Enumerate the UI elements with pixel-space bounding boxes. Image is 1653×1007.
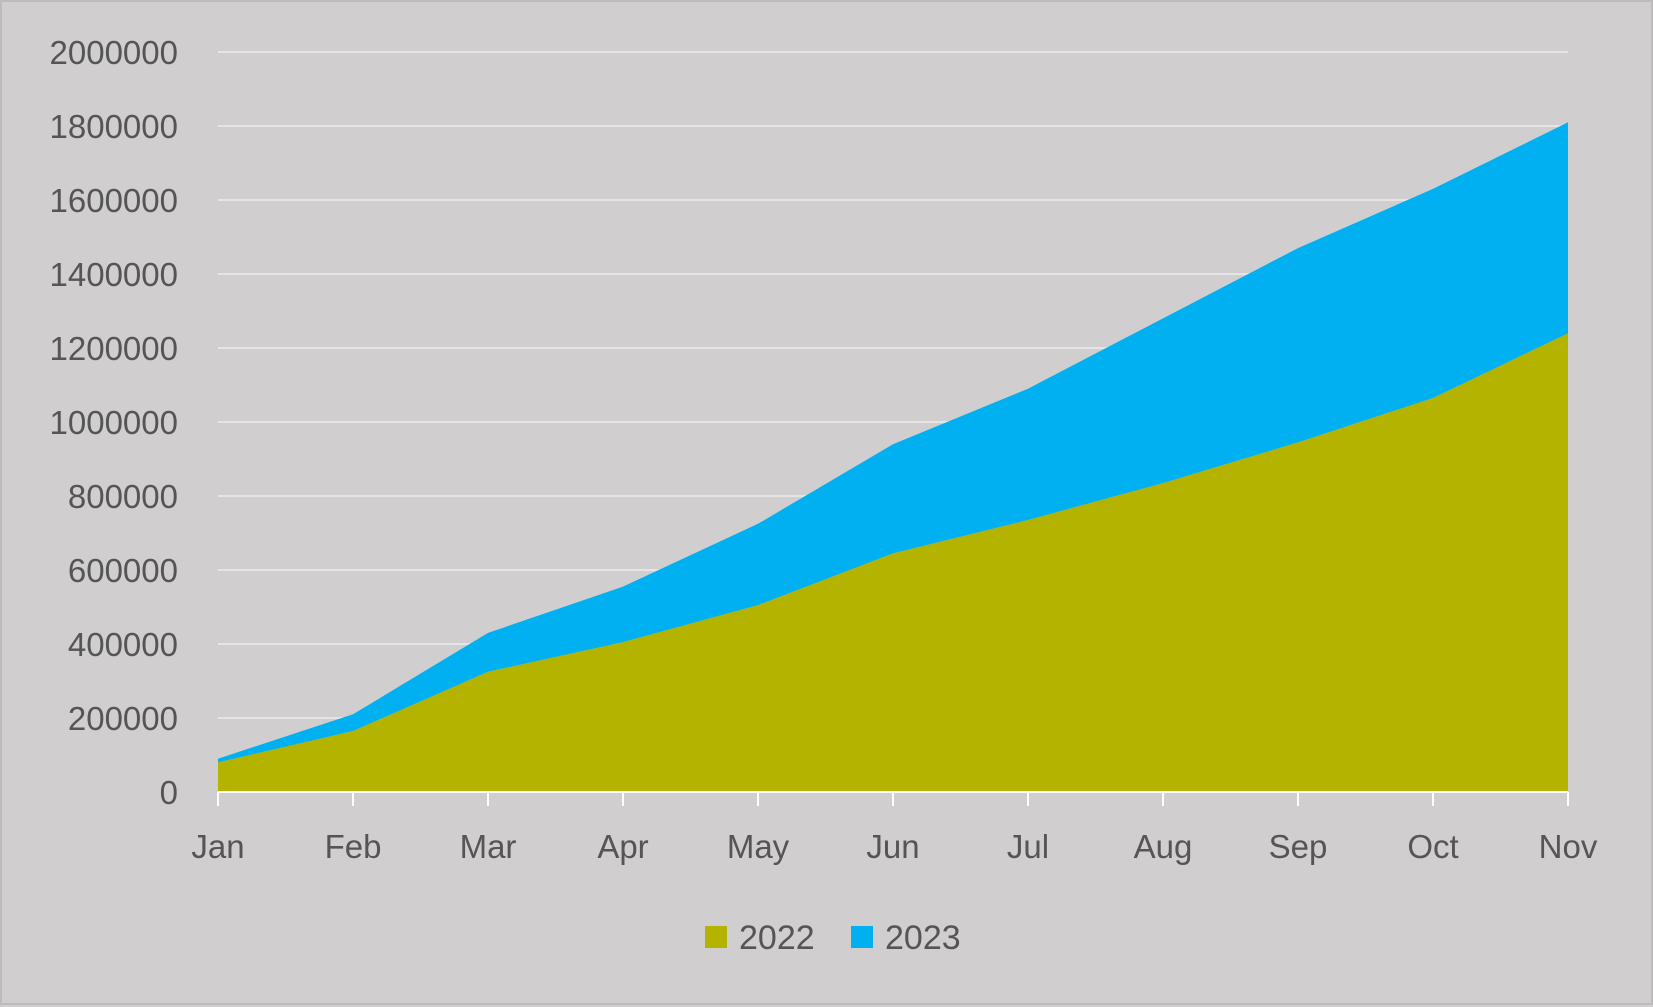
x-tick-label-Jul: Jul: [1007, 828, 1049, 865]
y-tick-label-1800000: 1800000: [50, 108, 178, 145]
y-tick-label-600000: 600000: [68, 552, 178, 589]
y-tick-label-200000: 200000: [68, 700, 178, 737]
x-axis: [217, 791, 1569, 806]
legend-label-2022: 2022: [739, 919, 815, 957]
x-tick-label-Jan: Jan: [191, 828, 244, 865]
gridlines: [218, 51, 1568, 719]
x-tick-label-Feb: Feb: [325, 828, 382, 865]
y-tick-label-400000: 400000: [68, 626, 178, 663]
legend-swatch-2022: [705, 926, 727, 948]
y-tick-label-0: 0: [160, 774, 178, 811]
y-tick-label-2000000: 2000000: [50, 34, 178, 71]
x-tick-label-May: May: [727, 828, 790, 865]
y-tick-label-1600000: 1600000: [50, 182, 178, 219]
area-series-2022: [218, 333, 1568, 792]
legend-item-2022: 2022: [705, 919, 815, 957]
legend: 2022 2023: [705, 919, 961, 957]
y-axis-tick-labels: 0 200000 400000 600000 800000 1000000 1200000 1…: [50, 34, 178, 811]
legend-item-2023: 2023: [851, 919, 961, 957]
x-tick-label-Jun: Jun: [866, 828, 919, 865]
y-tick-label-1000000: 1000000: [50, 404, 178, 441]
x-tick-label-Oct: Oct: [1407, 828, 1458, 865]
area-series-2023: [218, 122, 1568, 763]
x-tick-label-Mar: Mar: [460, 828, 517, 865]
x-tick-label-Nov: Nov: [1539, 828, 1598, 865]
x-axis-tick-labels: Jan Feb Mar Apr May Jun Jul Aug Sep Oct Nov: [191, 828, 1597, 865]
y-tick-label-800000: 800000: [68, 478, 178, 515]
x-tick-label-Aug: Aug: [1134, 828, 1193, 865]
series-areas: [218, 122, 1568, 792]
y-tick-label-1200000: 1200000: [50, 330, 178, 367]
legend-label-2023: 2023: [885, 919, 961, 957]
y-tick-label-1400000: 1400000: [50, 256, 178, 293]
x-tick-label-Sep: Sep: [1269, 828, 1328, 865]
x-tick-label-Apr: Apr: [597, 828, 648, 865]
legend-swatch-2023: [851, 926, 873, 948]
